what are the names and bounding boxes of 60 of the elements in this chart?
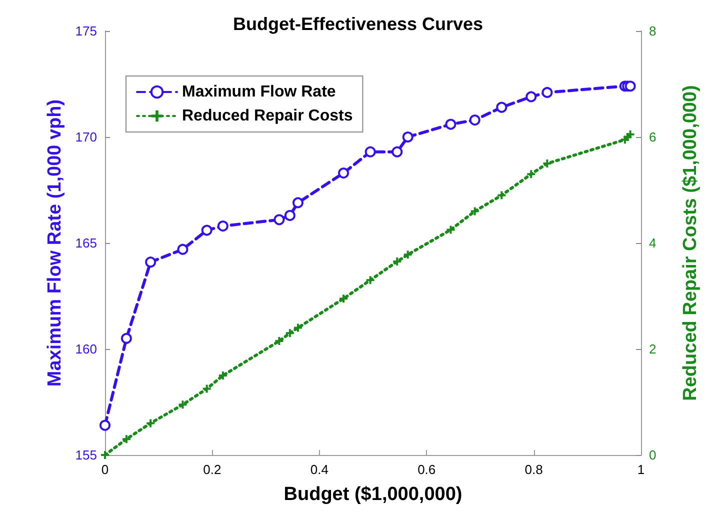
y-tick-label: 175 [75,24,97,38]
point [177,244,188,255]
point [146,419,155,428]
point [338,168,350,179]
point [284,210,296,221]
point [446,226,455,234]
point [178,400,187,409]
legend-label: Reduced Repair Costs [182,108,353,124]
y-tick-label: 155 [75,448,97,462]
legend-label: Maximum Flow Rate [182,84,336,100]
x-axis-title: Budget ($1,000,000) [284,484,462,505]
y-tick-label: 165 [75,236,97,250]
point [526,91,537,102]
point [470,207,479,216]
point [498,191,506,200]
point [393,258,402,266]
point [404,250,412,259]
y-tick-label: 170 [75,130,97,144]
y2-tick-label: 4 [649,236,656,250]
point [101,451,109,459]
point [201,224,212,236]
point [392,146,403,158]
point [275,337,284,346]
y2-tick-label: 0 [649,448,656,462]
y2-tick-label: 8 [649,24,656,38]
x-tick-label: 0.6 [418,462,436,477]
point [496,102,508,113]
point [100,420,110,431]
x-tick-label: 0.8 [524,462,543,477]
y-tick-label: 160 [75,342,97,356]
x-tick-label: 0 [101,462,109,477]
point [217,220,228,232]
point [202,384,211,393]
x-tick-label: 0.4 [310,462,328,477]
point [364,146,376,158]
y2-tick-label: 6 [649,130,656,144]
point [445,118,456,130]
x-tick-label: 0.2 [203,462,222,477]
point [542,86,553,98]
y-axis-title: Maximum Flow Rate (1,000 vph) [44,99,66,387]
point [286,329,294,338]
point [274,214,285,226]
point [366,276,374,284]
point [292,197,304,208]
point [145,256,156,268]
point [122,435,130,444]
point [527,170,536,178]
x-tick-label: 1 [637,462,645,477]
point [543,160,552,168]
point [120,332,132,344]
point [626,130,634,138]
chart-title: Budget-Effectiveness Curves [232,14,484,34]
point [469,114,480,126]
point [624,80,636,92]
point [340,294,348,303]
point [294,324,302,332]
point [402,132,414,142]
y2-tick-label: 2 [649,342,656,356]
y2-axis-title: Reduced Repair Costs ($1,000,000) [680,85,701,401]
point [218,372,227,380]
